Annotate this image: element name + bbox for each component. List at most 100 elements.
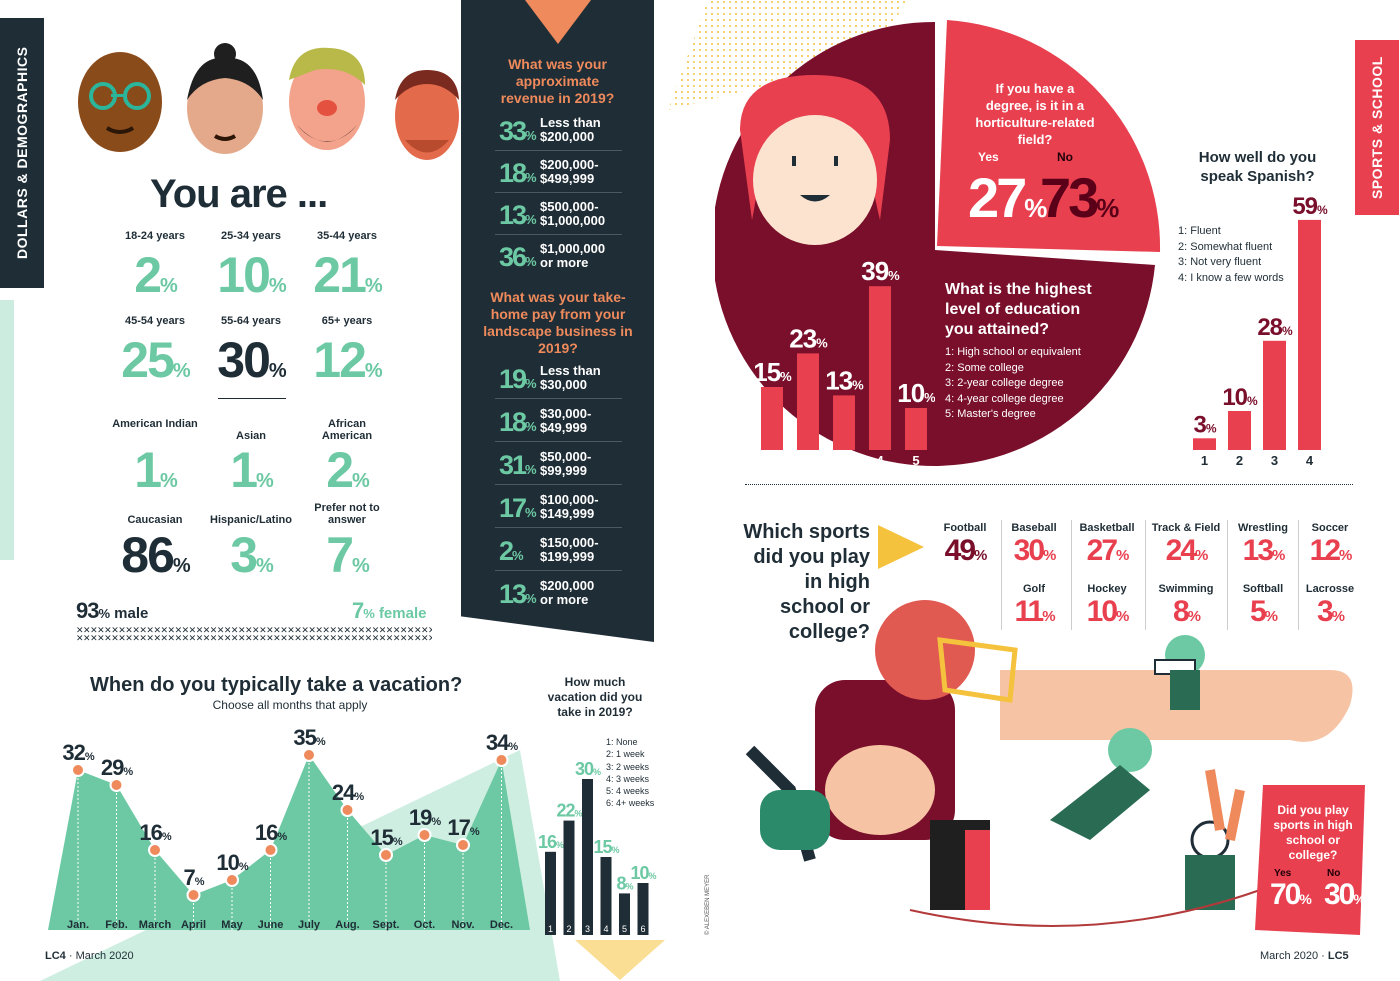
- vacation-months-chart: 32%Jan.29%Feb.16%March7%April10%May16%Ju…: [40, 725, 560, 981]
- data-point: [340, 803, 355, 817]
- month-label: July: [298, 919, 321, 931]
- hort-yes-value: 27%: [968, 166, 1047, 229]
- category-label: 4: [1306, 453, 1314, 468]
- category-label: 1: [548, 924, 553, 934]
- month-label: March: [139, 919, 172, 931]
- ethnicity-label: Prefer not to answer: [314, 502, 380, 526]
- ethnicity-value: 7%: [326, 527, 370, 583]
- sport-hockey: Hockey 10%: [1086, 583, 1130, 628]
- bar: [563, 820, 575, 935]
- bar: [1298, 219, 1321, 450]
- sports-question: Which sports did you play in high school…: [743, 521, 870, 643]
- data-point: [379, 848, 393, 862]
- ethnicity-label: Hispanic/Latino: [210, 514, 292, 526]
- data-point: [148, 843, 162, 857]
- bar: [619, 893, 630, 935]
- month-label: June: [258, 919, 284, 931]
- vacation-amount-question: How much vacation did you take in 2019?: [547, 675, 643, 719]
- data-label: 32%: [62, 740, 94, 765]
- data-label: 10%: [1222, 384, 1258, 411]
- ethnicity-value: 2%: [326, 442, 370, 498]
- legend-item: 1: None: [606, 737, 638, 747]
- category-label: 5: [912, 453, 919, 468]
- data-label: 10%: [630, 863, 656, 883]
- education-legend: 1: High school or equivalent 2: Some col…: [945, 345, 1081, 423]
- divider: [1071, 520, 1072, 630]
- revenue-question: What was your approximate revenue in 201…: [500, 56, 615, 106]
- ethnicity-label: American Indian: [112, 418, 198, 430]
- category-label: 2: [804, 453, 811, 468]
- age-value: 21%: [313, 247, 382, 303]
- data-label: 23%: [789, 323, 828, 353]
- vacation-amount-chart: 16%122%230%315%48%510%6: [538, 759, 658, 935]
- takehome-row: 13% $200,000 or more: [499, 578, 595, 610]
- area-fill: [48, 755, 530, 930]
- mint-accent: [0, 300, 14, 560]
- data-label: 28%: [1257, 314, 1293, 341]
- spanish-question: How well do you speak Spanish?: [1198, 149, 1317, 185]
- category-label: 2: [566, 924, 571, 934]
- category-label: 5: [622, 924, 627, 934]
- vacation-subtitle: Choose all months that apply: [212, 698, 368, 712]
- category-label: 1: [1201, 453, 1208, 468]
- face-3: [289, 47, 365, 150]
- data-label: 59%: [1292, 195, 1328, 220]
- data-label: 16%: [139, 820, 171, 845]
- takehome-row: 18% $30,000- $49,999: [495, 401, 622, 442]
- faces-illustration: [78, 43, 459, 160]
- footer-left: LC4 · March 2020: [45, 950, 134, 962]
- data-label: 10%: [216, 850, 248, 875]
- category-label: 4: [876, 453, 884, 468]
- takehome-question: What was your take-home pay from your la…: [483, 289, 633, 356]
- takehome-row: 2% $150,000- $199,999: [495, 530, 622, 571]
- category-label: 3: [840, 453, 847, 468]
- sport-golf: Golf 11%: [1014, 583, 1055, 628]
- legend-item: 5: 4 weeks: [606, 786, 650, 797]
- legend-item: 6: 4+ weeks: [606, 798, 655, 809]
- bar: [1263, 340, 1286, 450]
- footer-right: March 2020 · LC5: [1260, 950, 1349, 962]
- data-label: 7%: [183, 865, 204, 890]
- data-label: 3%: [1193, 411, 1216, 438]
- section-tab-right: SPORTS & SCHOOL: [1355, 40, 1399, 215]
- category-label: 6: [640, 924, 645, 934]
- age-label: 18-24 years: [125, 230, 185, 242]
- face-4: [395, 70, 459, 160]
- legend-item: 3: 2 weeks: [606, 761, 650, 772]
- sport-soccer: Soccer 12%: [1309, 522, 1353, 567]
- month-label: Nov.: [451, 919, 474, 931]
- divider: [1227, 520, 1228, 630]
- bar: [869, 286, 891, 450]
- legend-item: 2: 1 week: [606, 749, 645, 760]
- legend-item: 4: 3 weeks: [606, 773, 650, 784]
- divider: [218, 398, 286, 399]
- age-label: 25-34 years: [221, 230, 281, 242]
- you-are-title: You are ...: [150, 172, 328, 216]
- bar: [1228, 411, 1251, 450]
- section-tab-left-label: DOLLARS & DEMOGRAPHICS: [14, 46, 30, 260]
- data-point: [186, 888, 201, 902]
- data-label: 22%: [556, 801, 582, 821]
- played-yes-label: Yes: [1274, 868, 1292, 879]
- credit: © ALEXEBEN MEYER: [705, 874, 711, 935]
- hort-no-label: No: [1057, 150, 1073, 164]
- data-label: 35%: [293, 725, 325, 750]
- age-label: 45-54 years: [125, 315, 185, 327]
- banner-triangle: [525, 0, 591, 44]
- sport-track: Track & Field 24%: [1151, 522, 1221, 567]
- yellow-arrow: [878, 525, 924, 569]
- legend-item: 1: High school or equivalent: [945, 346, 1081, 358]
- divider: [1001, 520, 1002, 630]
- ethnicity-value: 3%: [230, 527, 274, 583]
- month-label: Aug.: [335, 919, 359, 931]
- divider: [1145, 520, 1146, 630]
- sport-football: Football 49%: [943, 522, 988, 567]
- data-point: [417, 828, 432, 842]
- data-label: 15%: [593, 837, 619, 857]
- vacation-amount-legend: 1: None 2: 1 week 3: 2 weeks 4: 3 weeks …: [606, 736, 654, 810]
- data-label: 10%: [897, 378, 935, 408]
- category-label: 3: [1271, 453, 1278, 468]
- bar: [1193, 438, 1216, 450]
- income-banner: [461, 0, 654, 642]
- month-label: April: [181, 919, 206, 931]
